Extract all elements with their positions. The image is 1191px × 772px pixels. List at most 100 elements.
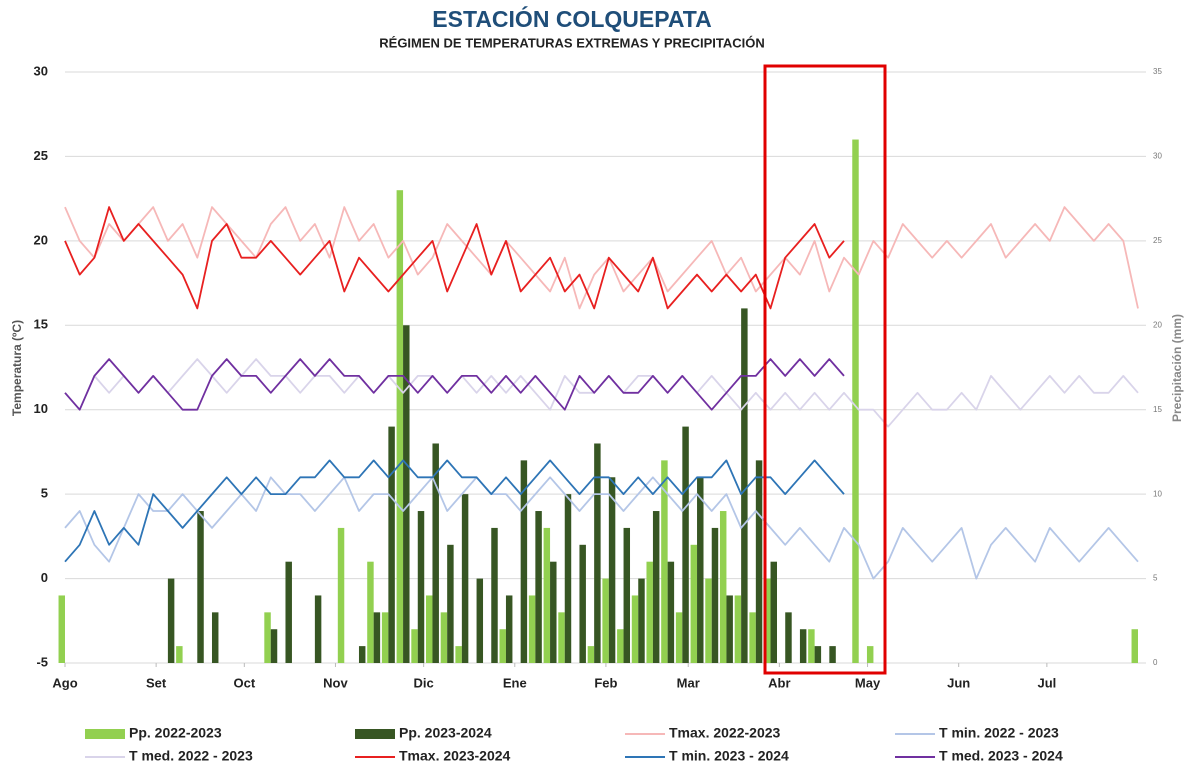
- precip-bar: [734, 595, 742, 663]
- precip-bar: [697, 477, 704, 663]
- precip-bar: [682, 426, 689, 663]
- precip-bar: [705, 578, 712, 663]
- y2-tick-label: 10: [1153, 489, 1162, 498]
- precip-bar: [455, 646, 462, 663]
- precip-bar: [690, 544, 698, 663]
- precip-bar: [58, 595, 65, 663]
- precip-bar: [396, 190, 404, 663]
- precip-bar: [866, 646, 874, 663]
- legend-label: T med. 2022 - 2023: [129, 748, 253, 764]
- x-tick-label: Oct: [233, 675, 255, 690]
- plot-area: [58, 139, 1139, 664]
- y2-axis-title: Precipitación (mm): [1170, 314, 1184, 422]
- y-tick-label: 30: [34, 63, 48, 78]
- precip-bar: [314, 595, 322, 663]
- precip-bar: [799, 629, 807, 663]
- precip-bar: [425, 595, 433, 663]
- precip-bar: [617, 629, 624, 663]
- precip-bar: [852, 139, 859, 664]
- legend-label: Pp. 2023-2024: [399, 725, 492, 741]
- precip-bar: [755, 460, 763, 663]
- x-tick-label: Ene: [503, 675, 527, 690]
- y2-tick-label: 30: [1153, 152, 1162, 161]
- y-tick-label: 25: [34, 148, 48, 163]
- temperature-line: [64, 459, 845, 563]
- precip-bar: [197, 511, 204, 663]
- precip-bar: [602, 578, 609, 663]
- legend-label: Pp. 2022-2023: [129, 725, 222, 741]
- y-tick-label: -5: [36, 654, 48, 669]
- legend-label: Tmax. 2022-2023: [669, 725, 781, 741]
- precip-bar: [176, 646, 183, 663]
- x-tick-label: Ago: [52, 675, 77, 690]
- legend-label: T med. 2023 - 2024: [939, 748, 1063, 764]
- precip-bar: [491, 527, 498, 663]
- y2-tick-label: 25: [1153, 236, 1162, 245]
- x-tick-label: Abr: [768, 675, 790, 690]
- y-tick-label: 0: [41, 570, 48, 585]
- precip-bar: [719, 511, 727, 663]
- precip-bar: [411, 629, 418, 663]
- precip-bar: [829, 646, 836, 663]
- x-tick-label: Feb: [594, 675, 617, 690]
- precip-bar: [608, 477, 616, 663]
- temperature-line: [64, 476, 1139, 580]
- x-tick-label: Mar: [677, 675, 700, 690]
- precip-bar: [373, 612, 381, 663]
- precip-bar: [579, 544, 586, 663]
- precip-bar: [550, 561, 557, 663]
- precip-bar: [358, 646, 366, 663]
- precip-bar: [661, 460, 668, 663]
- legend-swatch: [355, 729, 395, 739]
- x-tick-label: Set: [146, 675, 167, 690]
- precip-bar: [388, 426, 395, 663]
- precip-bar: [558, 612, 565, 663]
- y2-tick-label: 15: [1153, 405, 1162, 414]
- precip-bar: [381, 612, 389, 663]
- precip-bar: [770, 561, 778, 663]
- legend: Pp. 2022-2023 Pp. 2023-2024 Tmax. 2022-202…: [85, 725, 1063, 764]
- precip-bar: [749, 612, 756, 663]
- precip-bar: [675, 612, 683, 663]
- temperature-line: [64, 358, 845, 411]
- precip-bar: [726, 595, 733, 663]
- temperature-line: [64, 358, 1139, 428]
- y2-tick-label: 0: [1153, 658, 1158, 667]
- precip-bar: [808, 629, 815, 663]
- legend-label: Tmax. 2023-2024: [399, 748, 511, 764]
- precip-bar: [403, 325, 410, 663]
- precip-bar: [461, 494, 469, 663]
- precip-bar: [646, 561, 653, 663]
- precip-bar: [476, 578, 484, 663]
- x-tick-label: Jun: [947, 675, 970, 690]
- precip-bar: [505, 595, 513, 663]
- precip-bar: [814, 646, 822, 663]
- legend-label: T min. 2022 - 2023: [939, 725, 1059, 741]
- precip-bar: [270, 629, 278, 663]
- y2-tick-label: 5: [1153, 574, 1158, 583]
- x-tick-label: Jul: [1037, 675, 1056, 690]
- precip-bar: [631, 595, 639, 663]
- precip-bar: [764, 578, 771, 663]
- precip-bar: [535, 511, 542, 663]
- grid: -5 0 5 10 15 20 25 30 0 5 10 15 20 25 30 35 Ago Set Oct Nov…: [34, 63, 1163, 690]
- precip-bar: [711, 527, 719, 663]
- legend-swatch: [85, 729, 125, 739]
- precip-bar: [167, 578, 175, 663]
- precip-bar: [520, 460, 528, 663]
- y-tick-label: 15: [34, 317, 48, 332]
- y-tick-label: 5: [41, 486, 48, 501]
- x-tick-label: May: [855, 675, 881, 690]
- precip-bar: [587, 646, 595, 663]
- x-tick-label: Nov: [323, 675, 348, 690]
- precip-bar: [623, 527, 631, 663]
- chart-subtitle: RÉGIMEN DE TEMPERATURAS EXTREMAS Y PRECI…: [379, 35, 764, 50]
- y-tick-label: 10: [34, 401, 48, 416]
- precip-bar: [264, 612, 271, 663]
- precip-bar: [543, 527, 551, 663]
- y2-tick-label: 20: [1153, 320, 1162, 329]
- precip-bar: [667, 561, 675, 663]
- x-tick-label: Dic: [414, 675, 434, 690]
- precip-bar: [285, 561, 292, 663]
